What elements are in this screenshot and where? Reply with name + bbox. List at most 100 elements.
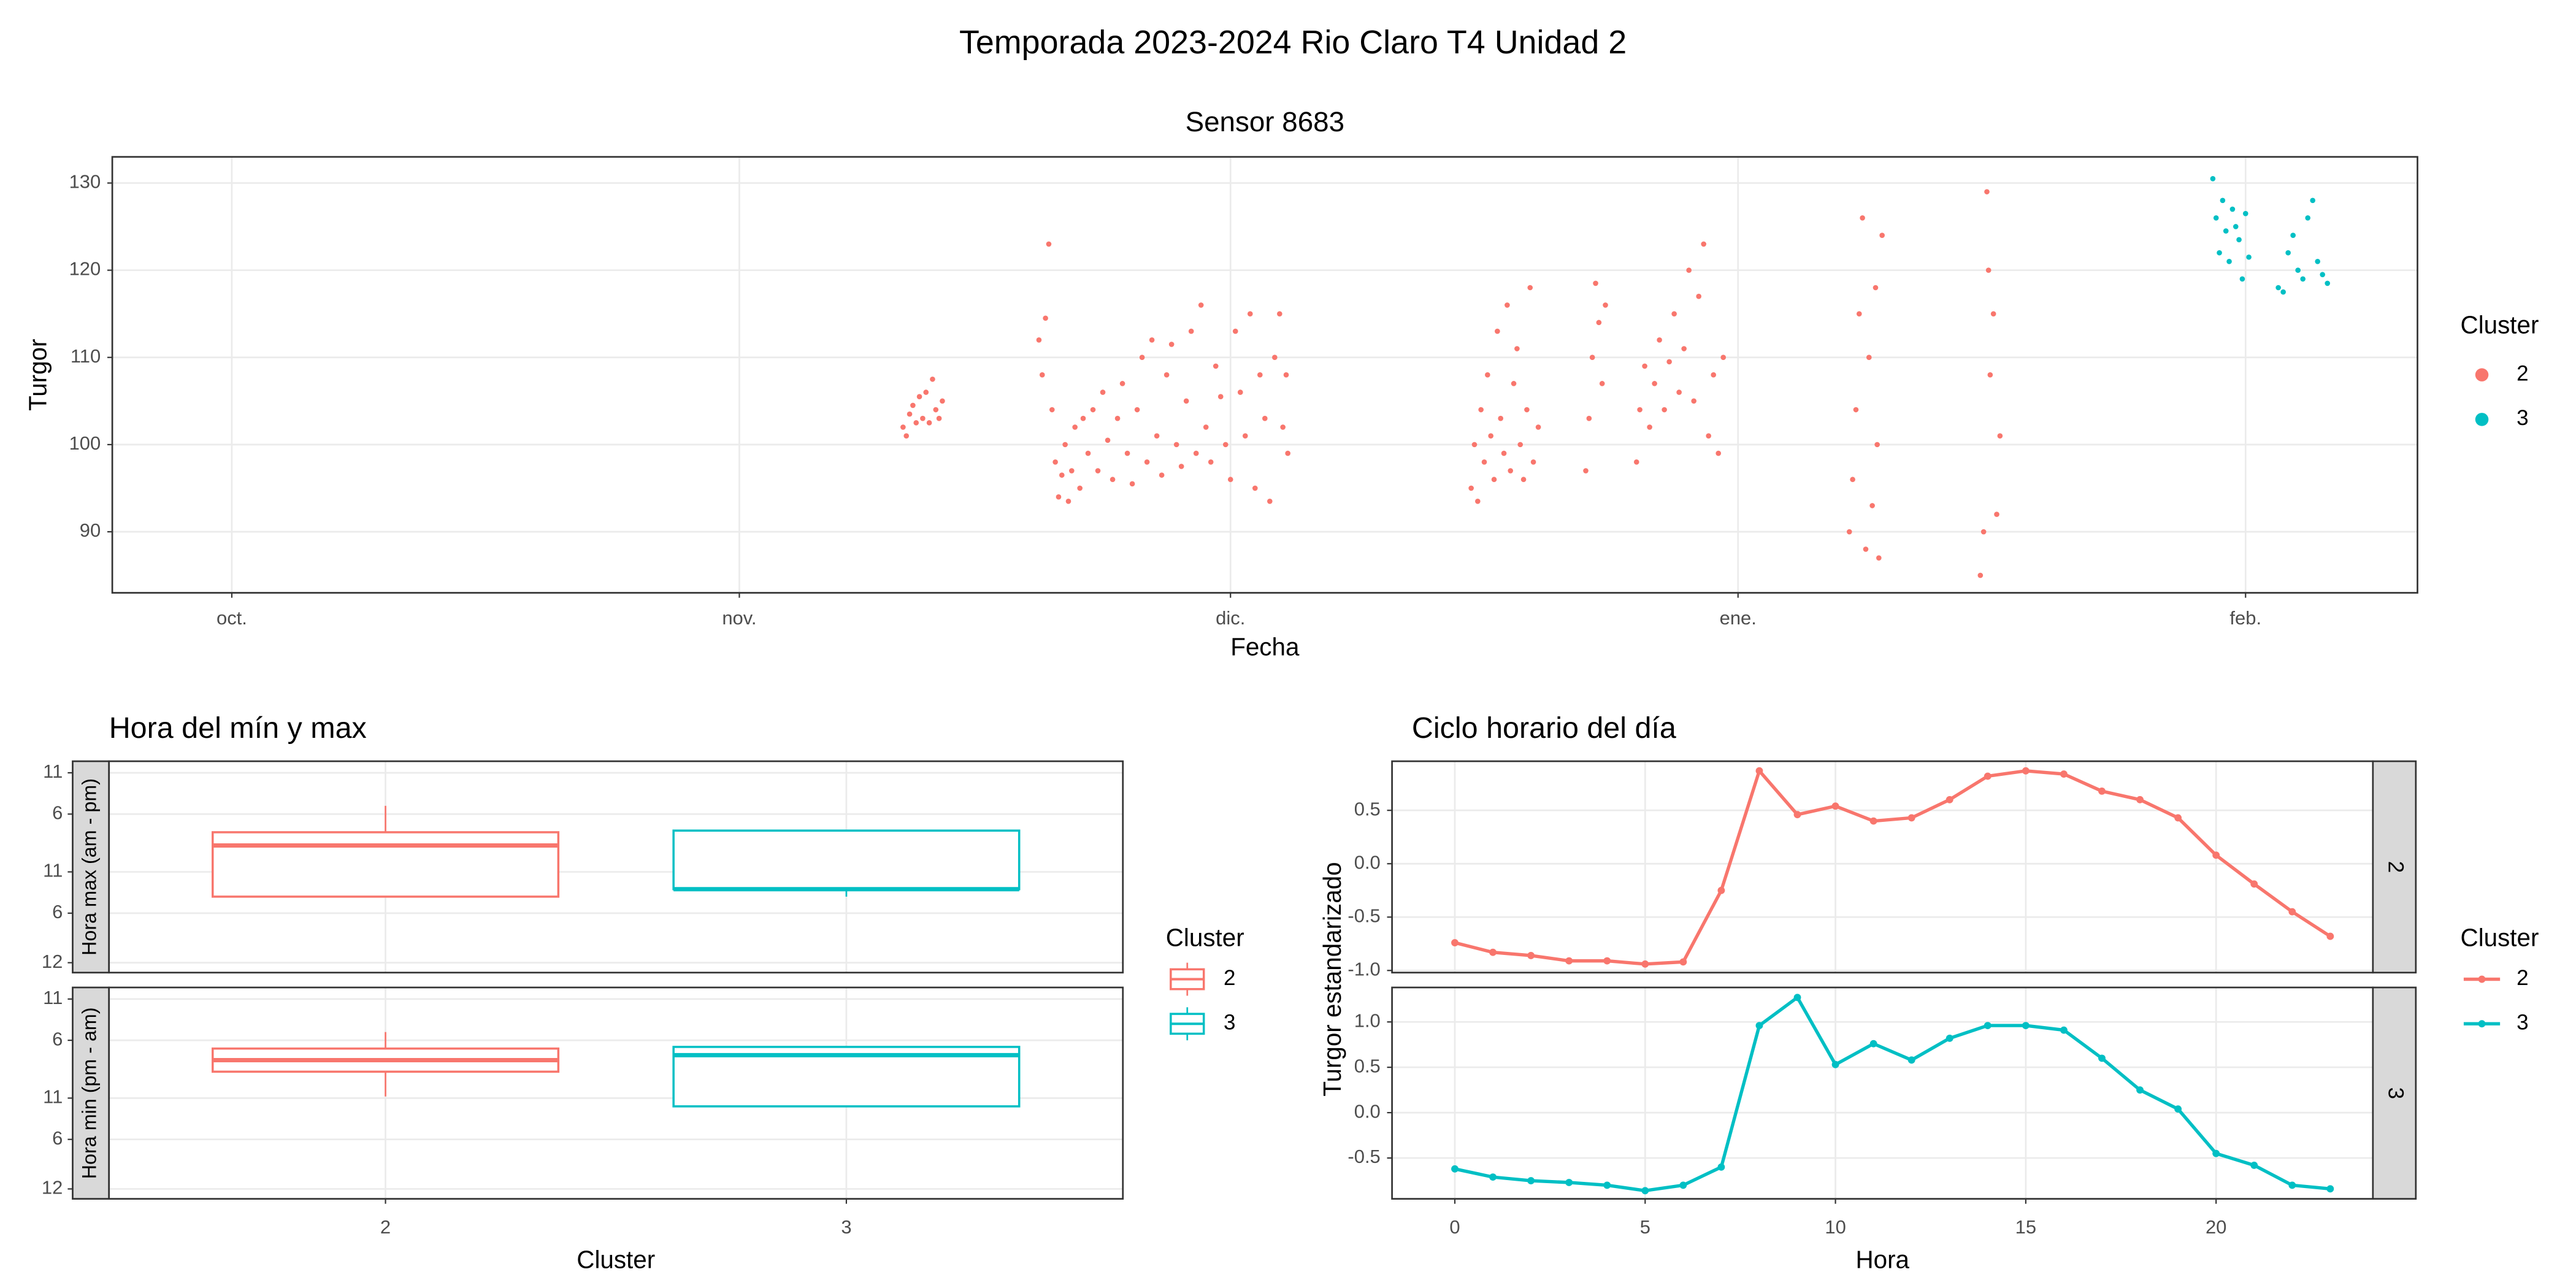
point <box>1866 355 1872 361</box>
point <box>2174 814 2182 822</box>
point <box>936 415 942 421</box>
y-tick-label: 12 <box>42 1177 63 1198</box>
point <box>930 376 935 382</box>
point <box>1134 407 1140 413</box>
y-tick-label: 120 <box>69 258 101 280</box>
point <box>1159 472 1165 478</box>
point <box>2022 1022 2030 1030</box>
point <box>1990 311 1996 316</box>
point <box>1755 1022 1763 1030</box>
legend-label: 2 <box>1224 966 1235 990</box>
point <box>1524 407 1530 413</box>
point <box>1283 372 1289 378</box>
point <box>1168 342 1175 347</box>
panel-border <box>111 156 2418 594</box>
point <box>2290 232 2296 239</box>
y-tick-label: 6 <box>52 901 63 922</box>
point <box>2239 276 2245 282</box>
point <box>1163 372 1170 378</box>
point <box>916 394 922 399</box>
point <box>1873 285 1879 291</box>
point <box>1994 512 1999 517</box>
point <box>1285 450 1290 456</box>
point <box>1596 320 1602 326</box>
point <box>2060 1026 2068 1034</box>
point <box>1065 498 1071 504</box>
point <box>2320 272 2326 277</box>
legend-key-point <box>2478 1020 2486 1028</box>
point <box>1478 407 1484 413</box>
point <box>1475 498 1481 504</box>
point <box>1105 437 1111 443</box>
point <box>1977 572 1984 578</box>
point <box>1987 372 1993 378</box>
y-tick-label: -0.5 <box>1347 905 1380 926</box>
point <box>1711 372 1717 378</box>
y-tick-label: 11 <box>43 761 63 782</box>
legend-label: 3 <box>2517 406 2528 430</box>
point <box>1641 1187 1649 1195</box>
y-tick-label: -1.0 <box>1347 958 1380 979</box>
point <box>1565 1179 1573 1186</box>
point <box>1056 494 1062 500</box>
y-axis-title: Turgor estandarizado <box>1318 862 1346 1096</box>
point <box>2226 259 2232 264</box>
point <box>2295 267 2301 273</box>
x-tick-label: 2 <box>380 1216 391 1238</box>
point <box>1853 407 1859 413</box>
y-tick-label: 110 <box>71 345 101 367</box>
line <box>1454 767 2331 966</box>
point <box>1491 477 1497 483</box>
point <box>1984 189 1990 194</box>
point <box>1489 1173 1497 1181</box>
point <box>2212 1149 2220 1157</box>
y-tick-label: 6 <box>52 802 63 823</box>
point <box>2223 228 2229 234</box>
x-axis-title: Fecha <box>1230 633 1300 661</box>
point <box>907 411 913 417</box>
point <box>1100 389 1106 395</box>
point <box>1980 529 1987 535</box>
point <box>1451 1165 1459 1173</box>
point <box>1696 293 1701 299</box>
point <box>1498 415 1504 421</box>
point <box>2280 289 2286 295</box>
point <box>1485 372 1490 378</box>
point <box>2305 215 2310 221</box>
point <box>1501 450 1507 456</box>
point <box>1657 337 1662 343</box>
point <box>1671 311 1677 316</box>
point <box>1874 442 1880 448</box>
point <box>2236 237 2242 243</box>
y-tick-label: 0.5 <box>1354 1055 1381 1076</box>
point <box>1043 315 1048 321</box>
y-tick-label: 0.0 <box>1354 1100 1381 1122</box>
legend-key-point <box>2478 975 2486 983</box>
point <box>2250 1161 2258 1169</box>
y-tick-label: 6 <box>52 1028 63 1049</box>
point <box>2136 1086 2144 1094</box>
point <box>1508 468 1514 473</box>
point <box>903 433 910 439</box>
panel-border <box>108 986 1124 1200</box>
point <box>1247 311 1253 316</box>
legend-label: 2 <box>2517 966 2528 990</box>
point <box>1077 485 1083 491</box>
point <box>2217 250 2222 256</box>
point <box>1856 311 1862 316</box>
point <box>1237 389 1243 395</box>
facet-strip <box>72 760 110 974</box>
point <box>1945 795 1953 803</box>
point <box>1252 485 1258 491</box>
x-tick-label: nov. <box>722 607 756 629</box>
point <box>1046 241 1052 247</box>
point <box>2325 280 2331 286</box>
point <box>1039 372 1045 378</box>
point <box>1637 407 1643 413</box>
point <box>1119 381 1125 386</box>
point <box>1468 485 1474 491</box>
point <box>2098 1054 2106 1062</box>
point <box>1850 477 1855 483</box>
y-tick-label: 6 <box>52 1127 63 1149</box>
y-tick-label: 90 <box>80 519 101 541</box>
